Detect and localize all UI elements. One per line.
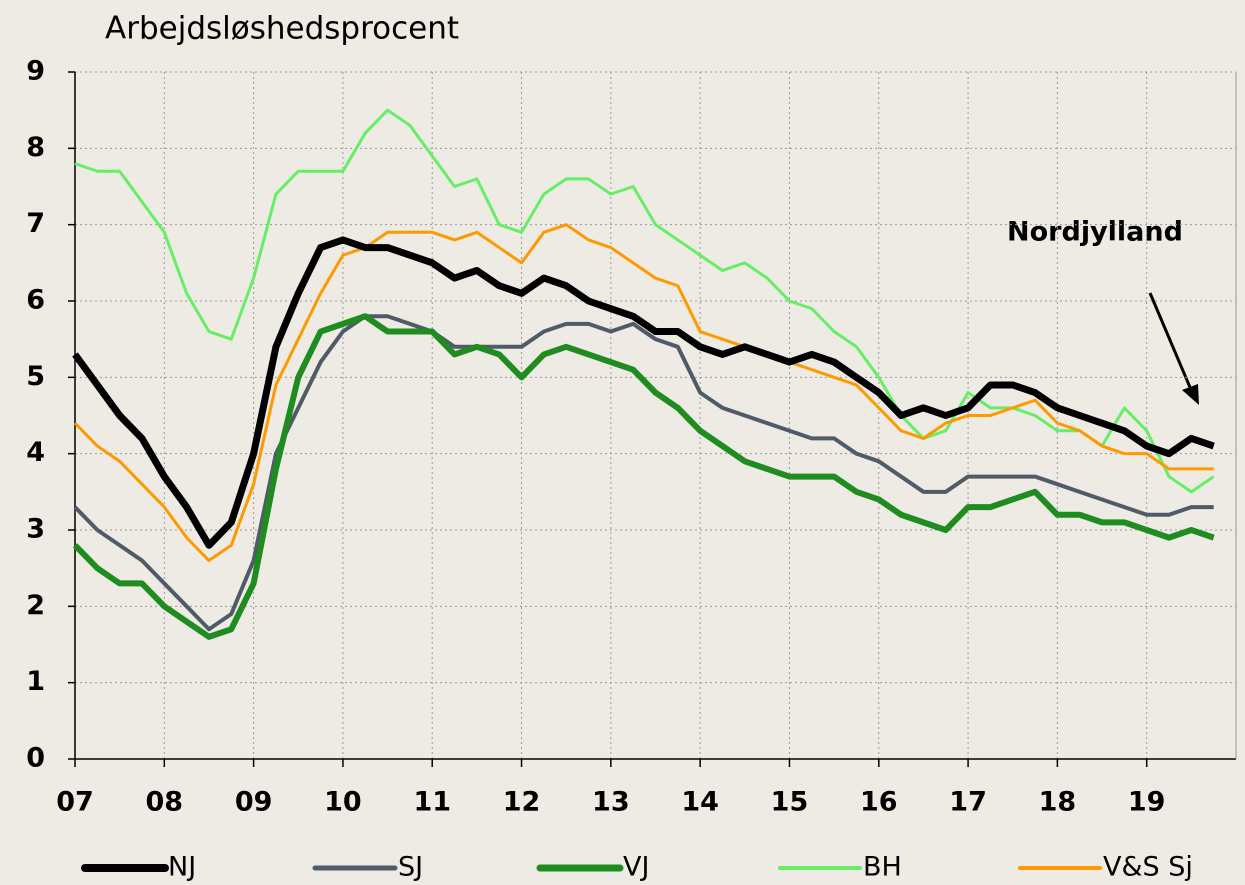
x-tick-label: 08 [146, 787, 184, 818]
x-tick-label: 12 [503, 787, 541, 818]
x-tick-label: 19 [1128, 787, 1166, 818]
y-tick-label: 4 [26, 437, 45, 468]
annotation-arrow [1148, 292, 1199, 405]
legend-label: SJ [398, 852, 423, 883]
y-tick-label: 9 [26, 56, 45, 87]
chart-title: Arbejdsløshedsprocent [105, 11, 459, 47]
y-tick-label: 1 [26, 666, 45, 697]
line-series [73, 223, 1214, 563]
y-tick-label: 2 [26, 590, 45, 621]
y-tick-label: 6 [26, 285, 45, 316]
x-tick-label: 17 [949, 787, 987, 818]
line-series [73, 314, 1214, 632]
legend-label: BH [863, 852, 902, 883]
x-tick-label: 07 [56, 787, 94, 818]
x-tick-label: 11 [413, 787, 451, 818]
annotation: Nordjylland [1007, 217, 1183, 248]
y-tick-label: 8 [26, 132, 45, 163]
line-series [72, 236, 1215, 549]
legend-label: V&S Sj [1103, 852, 1193, 883]
y-tick-label: 3 [26, 514, 45, 545]
y-tick-label: 5 [26, 361, 45, 392]
line-series [74, 108, 1215, 494]
x-tick-label: 16 [860, 787, 898, 818]
x-tick-label: 18 [1039, 787, 1077, 818]
y-tick-label: 7 [26, 208, 45, 239]
legend-label: NJ [168, 852, 196, 883]
line-series [72, 313, 1215, 640]
x-tick-label: 10 [324, 787, 362, 818]
x-tick-label: 13 [592, 787, 630, 818]
x-tick-label: 14 [681, 787, 719, 818]
legend-label: VJ [623, 852, 649, 883]
x-tick-label: 15 [771, 787, 809, 818]
y-tick-label: 0 [26, 743, 45, 774]
x-tick-label: 09 [235, 787, 273, 818]
